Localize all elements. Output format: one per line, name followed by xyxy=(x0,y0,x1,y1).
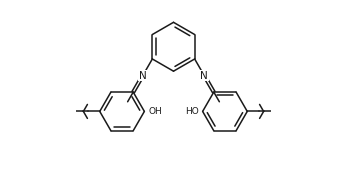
Text: N: N xyxy=(139,71,147,81)
Text: HO: HO xyxy=(185,107,198,116)
Text: OH: OH xyxy=(149,107,162,116)
Text: N: N xyxy=(200,71,208,81)
